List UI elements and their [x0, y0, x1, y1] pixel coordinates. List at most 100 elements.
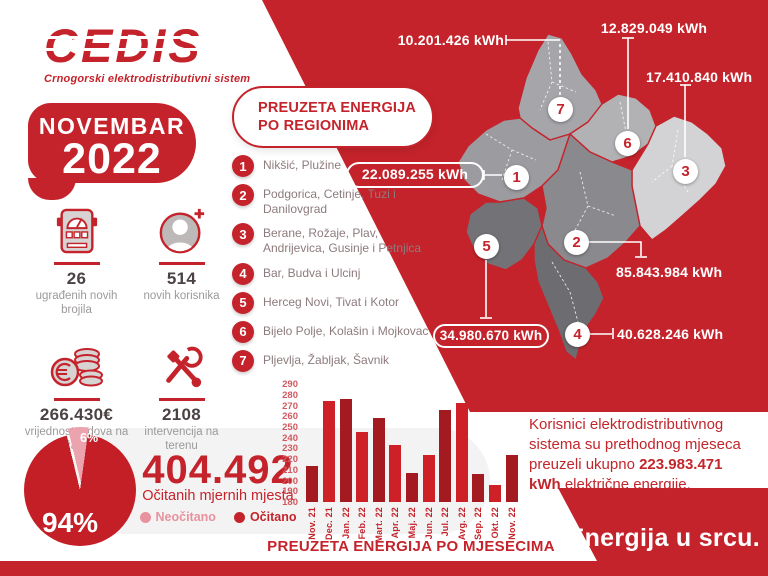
legend-item-read: Očitano: [233, 510, 297, 524]
legend-dot-unread: [139, 511, 151, 523]
y-axis-tick-label: 260: [282, 411, 298, 423]
bar-column: Mart. 22: [370, 384, 387, 543]
logo-slit-decoration: [42, 36, 212, 39]
region-name: Herceg Novi, Tivat i Kotor: [263, 294, 400, 309]
stat-maintenance-value: 266.430€ vrijednost radova na održavanju: [24, 341, 129, 453]
bar-Jul. 22: [439, 409, 452, 502]
region-number-badge: 5: [232, 291, 254, 314]
y-axis-tick-label: 290: [282, 379, 298, 390]
stat-interventions: 2108 intervencija na terenu: [129, 341, 234, 453]
new-user-icon: [157, 205, 207, 257]
map-marker-region-7: 7: [548, 97, 573, 122]
bar-month-label: Sep. 22: [473, 507, 484, 540]
banner-tail-decoration: [28, 178, 76, 200]
bar-month-label: Nov. 21: [307, 507, 318, 540]
logo-slit-decoration: [42, 48, 212, 51]
bar-column: Okt. 22: [487, 384, 504, 538]
logo-tagline: Crnogorski elektrodistributivni sistem: [44, 73, 251, 85]
bar-chart-plot: Nov. 21 Dec. 21 Jan. 22 Feb. 22 Mart. 22 Apr.…: [304, 384, 520, 543]
bar-month-label: Okt. 22: [490, 507, 500, 539]
y-axis-tick-label: 280: [282, 389, 298, 401]
map-marker-region-3: 3: [673, 159, 698, 184]
bar-column: Avg. 22: [453, 384, 470, 540]
region-list-item: 6 Bijelo Polje, Kolašin i Mojkovac: [232, 320, 432, 343]
map-region-5: [465, 197, 543, 271]
region-name: Bar, Budva i Ulcinj: [263, 265, 361, 280]
bar-column: Dec. 21: [321, 384, 338, 540]
y-axis-tick-label: 210: [282, 464, 298, 476]
region-number-badge: 4: [232, 262, 254, 285]
bar-column: Sep. 22: [470, 384, 487, 540]
stat-value: 514: [166, 268, 197, 288]
map-marker-region-5: 5: [474, 234, 499, 259]
region-name: Nikšić, Plužine: [263, 158, 342, 172]
bar-chart-title: PREUZETA ENERGIJA PO MJESECIMA: [267, 538, 555, 555]
electric-meter-icon: [54, 205, 100, 257]
y-axis-tick-label: 190: [282, 486, 298, 498]
bar-month-label: Maj. 22: [406, 507, 417, 539]
bar-month-label: Apr. 22: [390, 507, 401, 539]
bar-month-label: Jan. 22: [340, 507, 351, 539]
stat-label: intervencija na terenu: [144, 425, 219, 453]
bar-Maj. 22: [405, 473, 418, 502]
stat-value: 26: [66, 268, 87, 288]
stat-divider: [158, 262, 205, 265]
regions-list: 1 Nikšić, Plužine 2 Podgorica, Cetinje, …: [232, 155, 432, 372]
brand-logo: CEDIS Crnogorski elektrodistributivni si…: [42, 22, 251, 85]
region-name: Bijelo Polje, Kolašin i Mojkovac: [263, 323, 429, 338]
region-number-badge: 7: [232, 349, 254, 372]
summary-part2: električne energije.: [560, 475, 691, 493]
bar-column: Jul. 22: [437, 384, 454, 536]
map-marker-region-1: 1: [504, 165, 529, 190]
stat-value: 2108: [161, 404, 202, 424]
bar-Avg. 22: [455, 403, 468, 502]
bar-column: Maj. 22: [404, 384, 421, 538]
bar-Sep. 22: [472, 474, 485, 502]
kwh-label-region-6: 12.829.049 kWh: [600, 20, 708, 36]
bar-column: Apr. 22: [387, 384, 404, 538]
y-axis-tick-label: 200: [282, 475, 298, 487]
kwh-label-region-1: 22.089.255 kWh: [346, 162, 484, 188]
stat-label: ugrađenih novih brojila: [35, 289, 118, 316]
region-list-item: 2 Podgorica, Cetinje, Tuzi i Danilovgrad: [232, 184, 432, 216]
regions-panel-title: PREUZETA ENERGIJA PO REGIONIMA: [258, 99, 416, 134]
bar-column: Jun. 22: [420, 384, 437, 539]
bar-column: Jan. 22: [337, 384, 354, 539]
euro-coins-icon: [49, 341, 105, 393]
bar-month-label: Avg. 22: [456, 507, 467, 541]
bar-month-label: Nov. 22: [506, 507, 517, 540]
period-banner: NOVEMBAR 2022: [28, 103, 196, 183]
region-name: Pljevlja, Žabljak, Šavnik: [263, 352, 390, 367]
bar-Nov. 22: [505, 454, 518, 502]
pie-slice-unread: [25, 427, 137, 539]
region-number-badge: 2: [232, 184, 254, 206]
y-axis-tick-label: 240: [282, 432, 298, 444]
pie-read-percent: 94%: [42, 507, 99, 538]
meter-total-value: 404.492: [142, 448, 294, 492]
summary-part1: Korisnici elektrodistributivnog sistema …: [529, 416, 741, 473]
tools-icon: [159, 341, 205, 393]
regions-panel-title-pill: PREUZETA ENERGIJA PO REGIONIMA: [232, 86, 434, 148]
region-list-item: 7 Pljevlja, Žabljak, Šavnik: [232, 349, 432, 372]
y-axis-tick-label: 270: [282, 400, 298, 412]
monthly-summary-text: Korisnici elektrodistributivnog sistema …: [529, 415, 743, 495]
kwh-label-region-5: 34.980.670 kWh: [433, 324, 549, 348]
kwh-label-region-3: 17.410.840 kWh: [646, 69, 753, 85]
bar-Okt. 22: [489, 484, 501, 502]
legend-label-unread: Neočitano: [155, 510, 216, 524]
map-marker-region-6: 6: [615, 131, 640, 156]
region-list-item: 3 Berane, Rožaje, Plav, Andrijevica, Gus…: [232, 223, 432, 255]
region-number-badge: 1: [232, 155, 254, 177]
y-axis-tick-label: 220: [282, 454, 298, 466]
map-marker-region-2: 2: [564, 230, 589, 255]
bar-chart-y-axis: 290 280 270 260 250 240 230 220 210 200 190 180: [268, 379, 300, 514]
logo-text: CEDIS: [42, 22, 250, 69]
legend-label-read: Očitano: [249, 510, 297, 524]
y-axis-tick-label: 250: [282, 421, 298, 433]
stat-value: 266.430€: [39, 404, 114, 424]
summary-total-kwh: 223.983.471 kWh: [529, 455, 723, 493]
bar-Feb. 22: [356, 432, 369, 502]
stat-new-meters: 26 ugrađenih novih brojila: [24, 205, 129, 317]
period-year: 2022: [62, 135, 162, 183]
